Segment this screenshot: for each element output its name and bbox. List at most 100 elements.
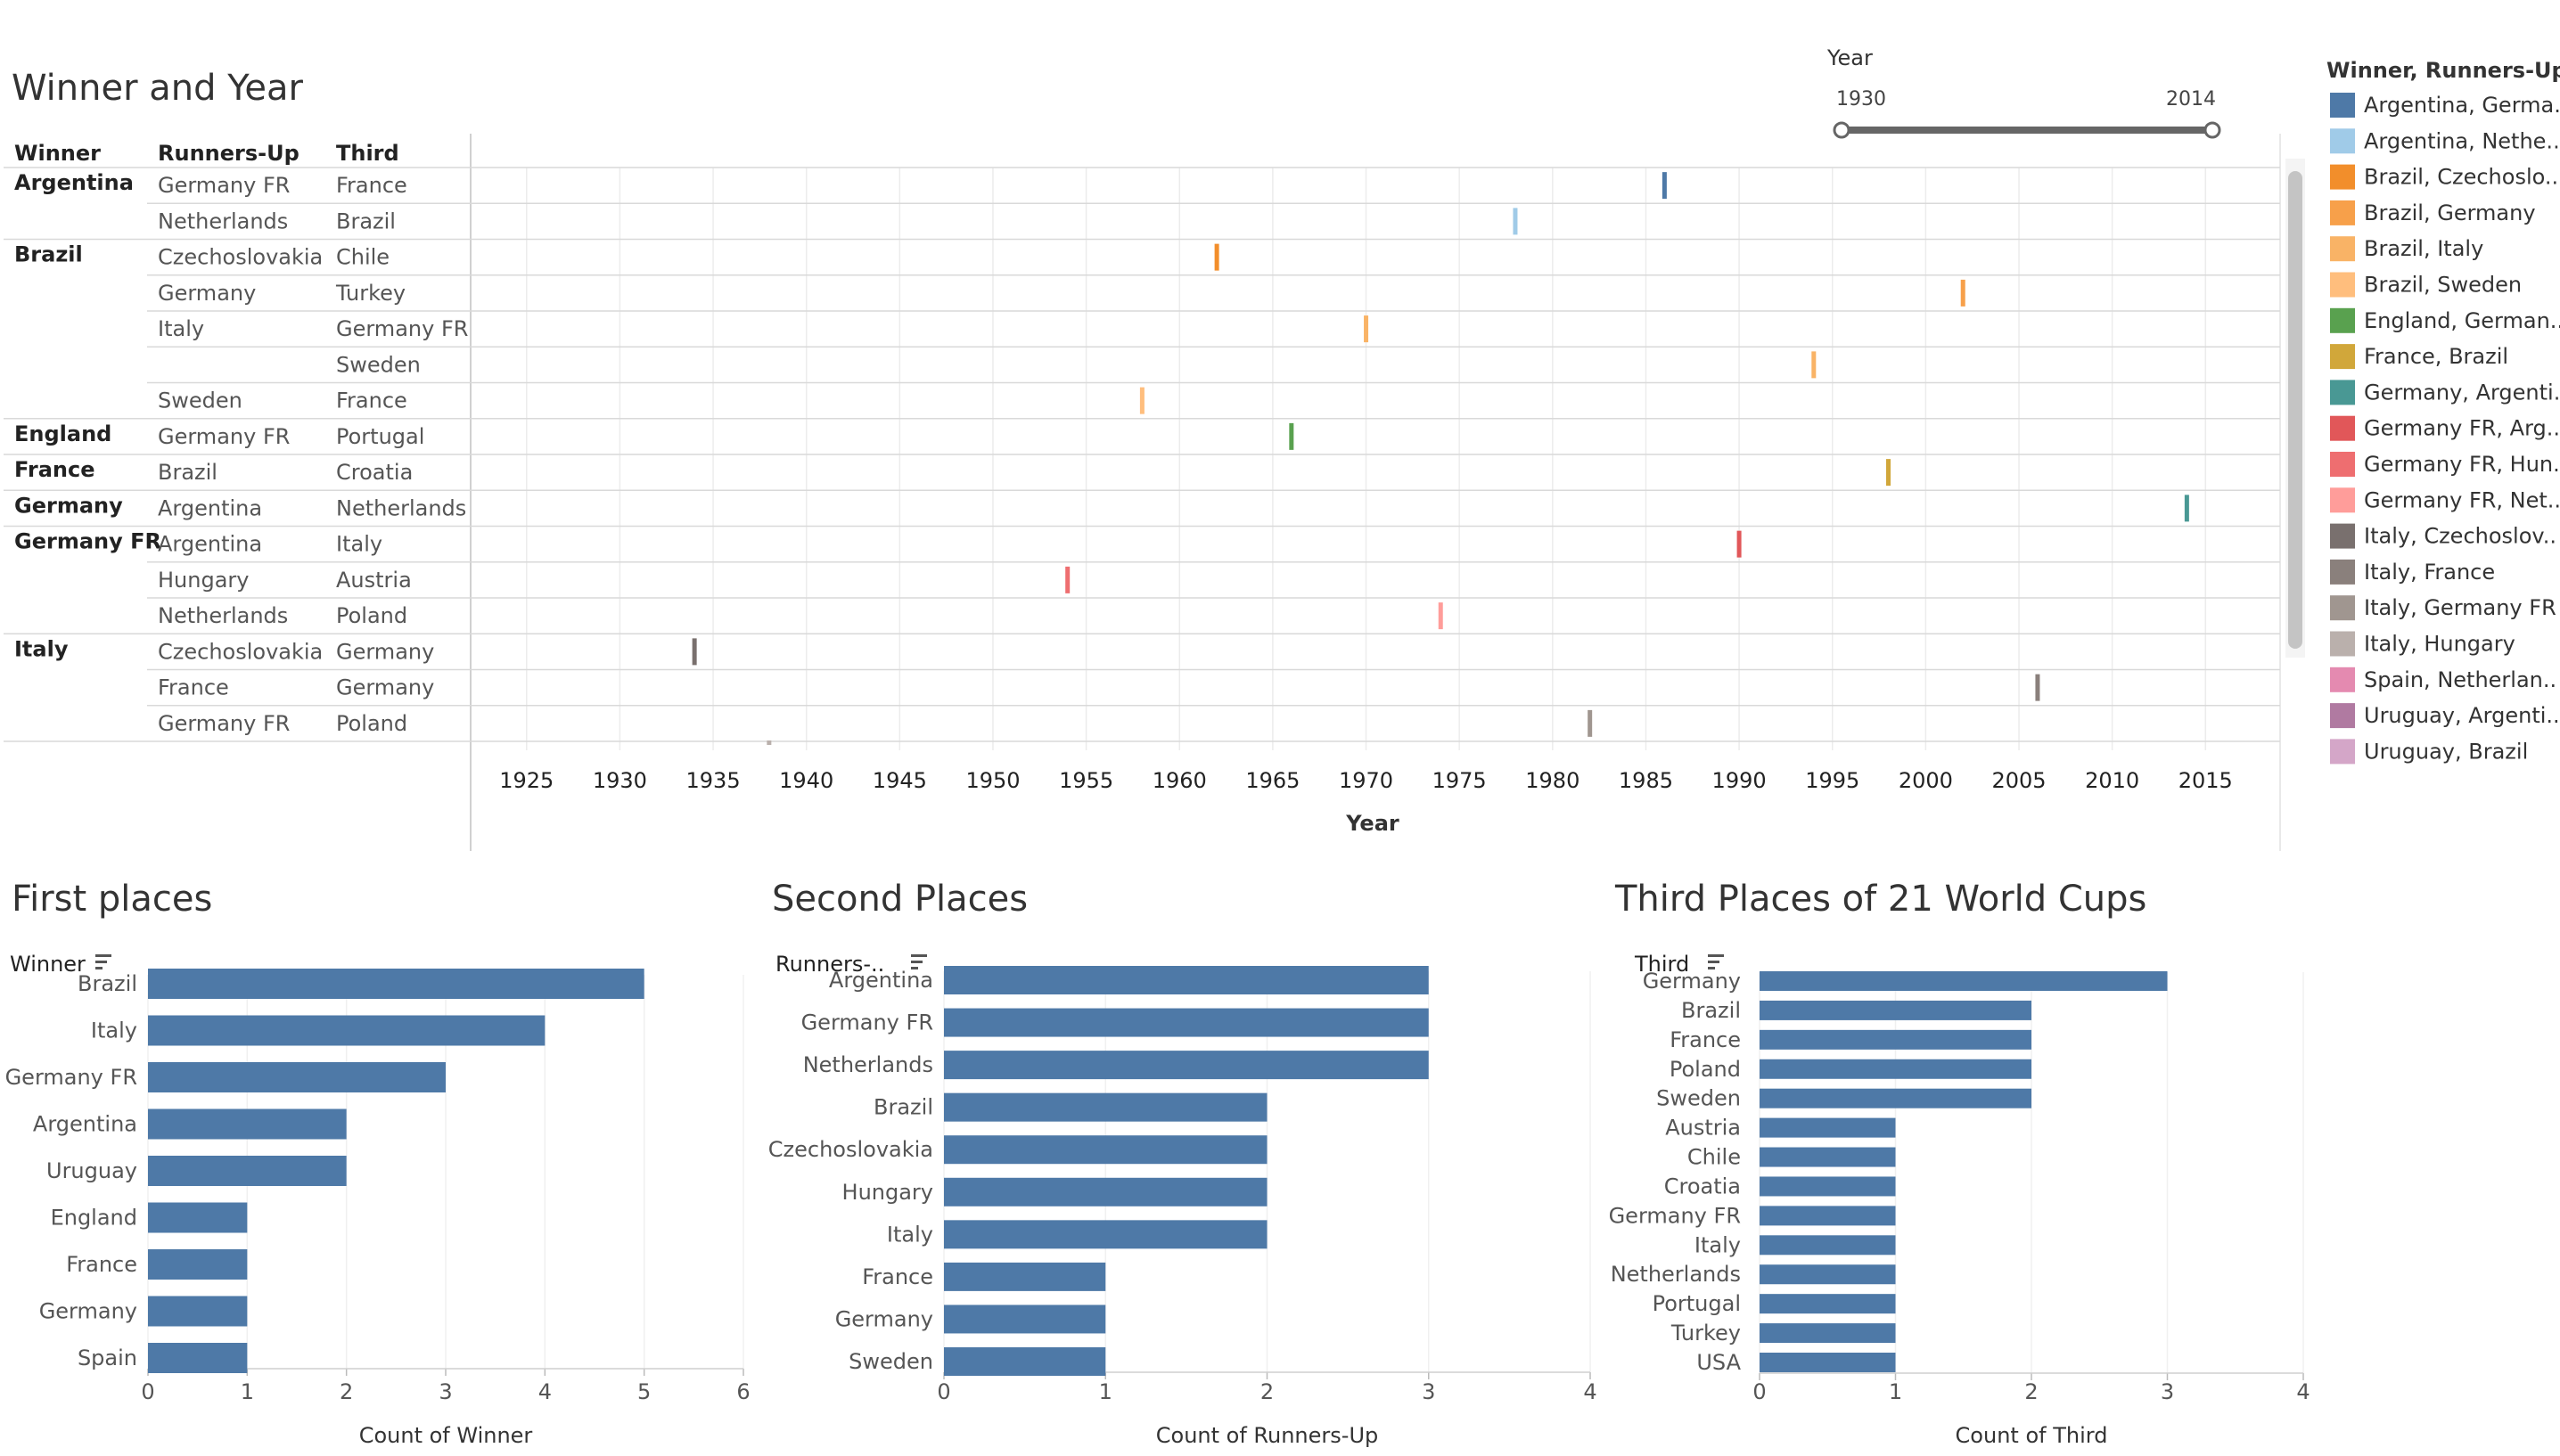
bar[interactable] bbox=[148, 1156, 347, 1186]
legend-item[interactable]: Brazil, Italy bbox=[2330, 236, 2483, 262]
bar[interactable] bbox=[1760, 1353, 1896, 1372]
bar[interactable] bbox=[1760, 1235, 1896, 1256]
timeline-x-tick-label: 2010 bbox=[2085, 768, 2139, 793]
bar[interactable] bbox=[148, 1015, 546, 1046]
year-tick-mark[interactable] bbox=[692, 638, 697, 666]
year-filter-min-handle[interactable] bbox=[1833, 121, 1850, 139]
timeline-row[interactable]: France Germany bbox=[147, 668, 2280, 701]
year-tick-mark[interactable] bbox=[2184, 495, 2189, 522]
bar[interactable] bbox=[148, 1108, 347, 1140]
legend-item[interactable]: Italy, Hungary bbox=[2330, 631, 2515, 657]
year-tick-mark[interactable] bbox=[1289, 422, 1294, 450]
bar[interactable] bbox=[1760, 1176, 1896, 1197]
year-tick-mark-clipped[interactable] bbox=[767, 740, 772, 745]
timeline-scrollbar-thumb[interactable] bbox=[2288, 171, 2302, 649]
bar[interactable] bbox=[1760, 1059, 2031, 1079]
bar[interactable] bbox=[148, 969, 644, 999]
bar[interactable] bbox=[148, 1062, 446, 1092]
sort-icon[interactable] bbox=[1708, 954, 1724, 969]
category-header[interactable]: Winner bbox=[10, 952, 86, 977]
bar[interactable] bbox=[944, 1051, 1429, 1080]
legend-item[interactable]: Brazil, Sweden bbox=[2330, 272, 2522, 298]
legend-item[interactable]: Uruguay, Argenti.. bbox=[2330, 703, 2560, 729]
bar[interactable] bbox=[148, 1202, 248, 1233]
legend-item[interactable]: Uruguay, Brazil bbox=[2330, 739, 2528, 765]
timeline-row[interactable]: Italy Germany FR bbox=[147, 310, 2280, 343]
timeline-row[interactable]: Sweden bbox=[147, 346, 2280, 379]
column-header-winner[interactable]: Winner bbox=[14, 141, 101, 166]
bar[interactable] bbox=[1760, 1323, 1896, 1344]
category-header[interactable]: Runners-.. bbox=[775, 952, 884, 977]
legend-item[interactable]: Argentina, Nethe.. bbox=[2330, 128, 2560, 154]
legend-item[interactable]: Spain, Netherlan.. bbox=[2330, 667, 2556, 692]
bar[interactable] bbox=[944, 1008, 1429, 1037]
bar[interactable] bbox=[944, 966, 1429, 994]
year-tick-mark[interactable] bbox=[1438, 602, 1443, 630]
column-header-third[interactable]: Third bbox=[336, 141, 399, 166]
timeline-row[interactable]: Argentina Germany FR France bbox=[4, 167, 2280, 200]
year-tick-mark[interactable] bbox=[1736, 530, 1742, 558]
legend-item[interactable]: Germany, Argenti.. bbox=[2330, 380, 2560, 405]
bar[interactable] bbox=[148, 1343, 248, 1373]
legend-item[interactable]: Germany FR, Arg.. bbox=[2330, 415, 2560, 441]
category-header[interactable]: Third bbox=[1634, 952, 1689, 977]
bar[interactable] bbox=[944, 1262, 1106, 1291]
timeline-row[interactable]: Italy Czechoslovakia Germany bbox=[4, 633, 2280, 666]
timeline-row[interactable]: Netherlands Poland bbox=[147, 597, 2280, 630]
legend-item[interactable]: France, Brazil bbox=[2330, 344, 2508, 370]
timeline-row[interactable]: Germany Argentina Netherlands bbox=[4, 489, 2280, 522]
year-tick-mark[interactable] bbox=[1065, 566, 1071, 593]
timeline-row[interactable]: France Brazil Croatia bbox=[4, 454, 2280, 487]
timeline-row[interactable]: Netherlands Brazil bbox=[147, 202, 2280, 235]
bar[interactable] bbox=[1760, 1000, 2031, 1020]
bar[interactable] bbox=[1760, 1264, 1896, 1285]
bar-category-label: Netherlands bbox=[1611, 1262, 1741, 1287]
year-tick-mark[interactable] bbox=[1588, 709, 1593, 737]
year-filter-track[interactable] bbox=[1842, 127, 2212, 134]
timeline-row[interactable]: Brazil Czechoslovakia Chile bbox=[4, 238, 2280, 271]
bar[interactable] bbox=[1760, 1029, 2031, 1050]
bar[interactable] bbox=[1760, 1147, 1896, 1167]
sort-icon[interactable] bbox=[95, 954, 111, 969]
timeline-row[interactable]: Germany FR Poland bbox=[147, 705, 2280, 737]
year-tick-mark[interactable] bbox=[1364, 315, 1369, 343]
legend-item[interactable]: Germany FR, Net.. bbox=[2330, 487, 2560, 513]
year-tick-mark[interactable] bbox=[1214, 243, 1219, 271]
bar[interactable] bbox=[944, 1305, 1106, 1334]
timeline-row[interactable]: Germany Turkey bbox=[147, 274, 2280, 307]
bar[interactable] bbox=[1760, 1117, 1896, 1138]
bar[interactable] bbox=[1760, 1206, 1896, 1226]
sort-icon[interactable] bbox=[911, 954, 927, 969]
year-tick-mark[interactable] bbox=[1513, 208, 1518, 235]
bar[interactable] bbox=[944, 1092, 1268, 1122]
year-tick-mark[interactable] bbox=[1886, 459, 1891, 487]
year-filter-max-handle[interactable] bbox=[2203, 121, 2221, 139]
column-header-runners-up[interactable]: Runners-Up bbox=[158, 141, 299, 166]
year-tick-mark[interactable] bbox=[1662, 172, 1667, 200]
bar[interactable] bbox=[944, 1220, 1268, 1249]
bar[interactable] bbox=[148, 1296, 248, 1327]
timeline-row[interactable]: England Germany FR Portugal bbox=[4, 418, 2280, 450]
legend-item[interactable]: Germany FR, Hun.. bbox=[2330, 452, 2560, 477]
timeline-row[interactable]: Hungary Austria bbox=[147, 561, 2280, 593]
bar[interactable] bbox=[1760, 971, 2168, 991]
year-tick-mark[interactable] bbox=[2035, 674, 2040, 701]
legend-item[interactable]: Italy, Germany FR bbox=[2330, 595, 2556, 621]
legend-item[interactable]: Brazil, Czechoslo.. bbox=[2330, 164, 2558, 190]
bar[interactable] bbox=[944, 1177, 1268, 1207]
bar[interactable] bbox=[944, 1135, 1268, 1165]
year-tick-mark[interactable] bbox=[1960, 279, 1965, 307]
year-tick-mark[interactable] bbox=[1139, 387, 1145, 414]
legend-item[interactable]: Argentina, Germa.. bbox=[2330, 93, 2560, 118]
bar[interactable] bbox=[148, 1249, 248, 1280]
timeline-row[interactable]: Sweden France bbox=[147, 381, 2280, 414]
bar[interactable] bbox=[944, 1347, 1106, 1376]
legend-item[interactable]: Brazil, Germany bbox=[2330, 200, 2536, 225]
bar[interactable] bbox=[1760, 1294, 1896, 1314]
legend-item[interactable]: Italy, Czechoslov.. bbox=[2330, 523, 2556, 549]
legend-item[interactable]: Italy, France bbox=[2330, 559, 2495, 585]
year-tick-mark[interactable] bbox=[1811, 351, 1817, 379]
bar[interactable] bbox=[1760, 1088, 2031, 1108]
legend-item[interactable]: England, German.. bbox=[2330, 307, 2560, 333]
